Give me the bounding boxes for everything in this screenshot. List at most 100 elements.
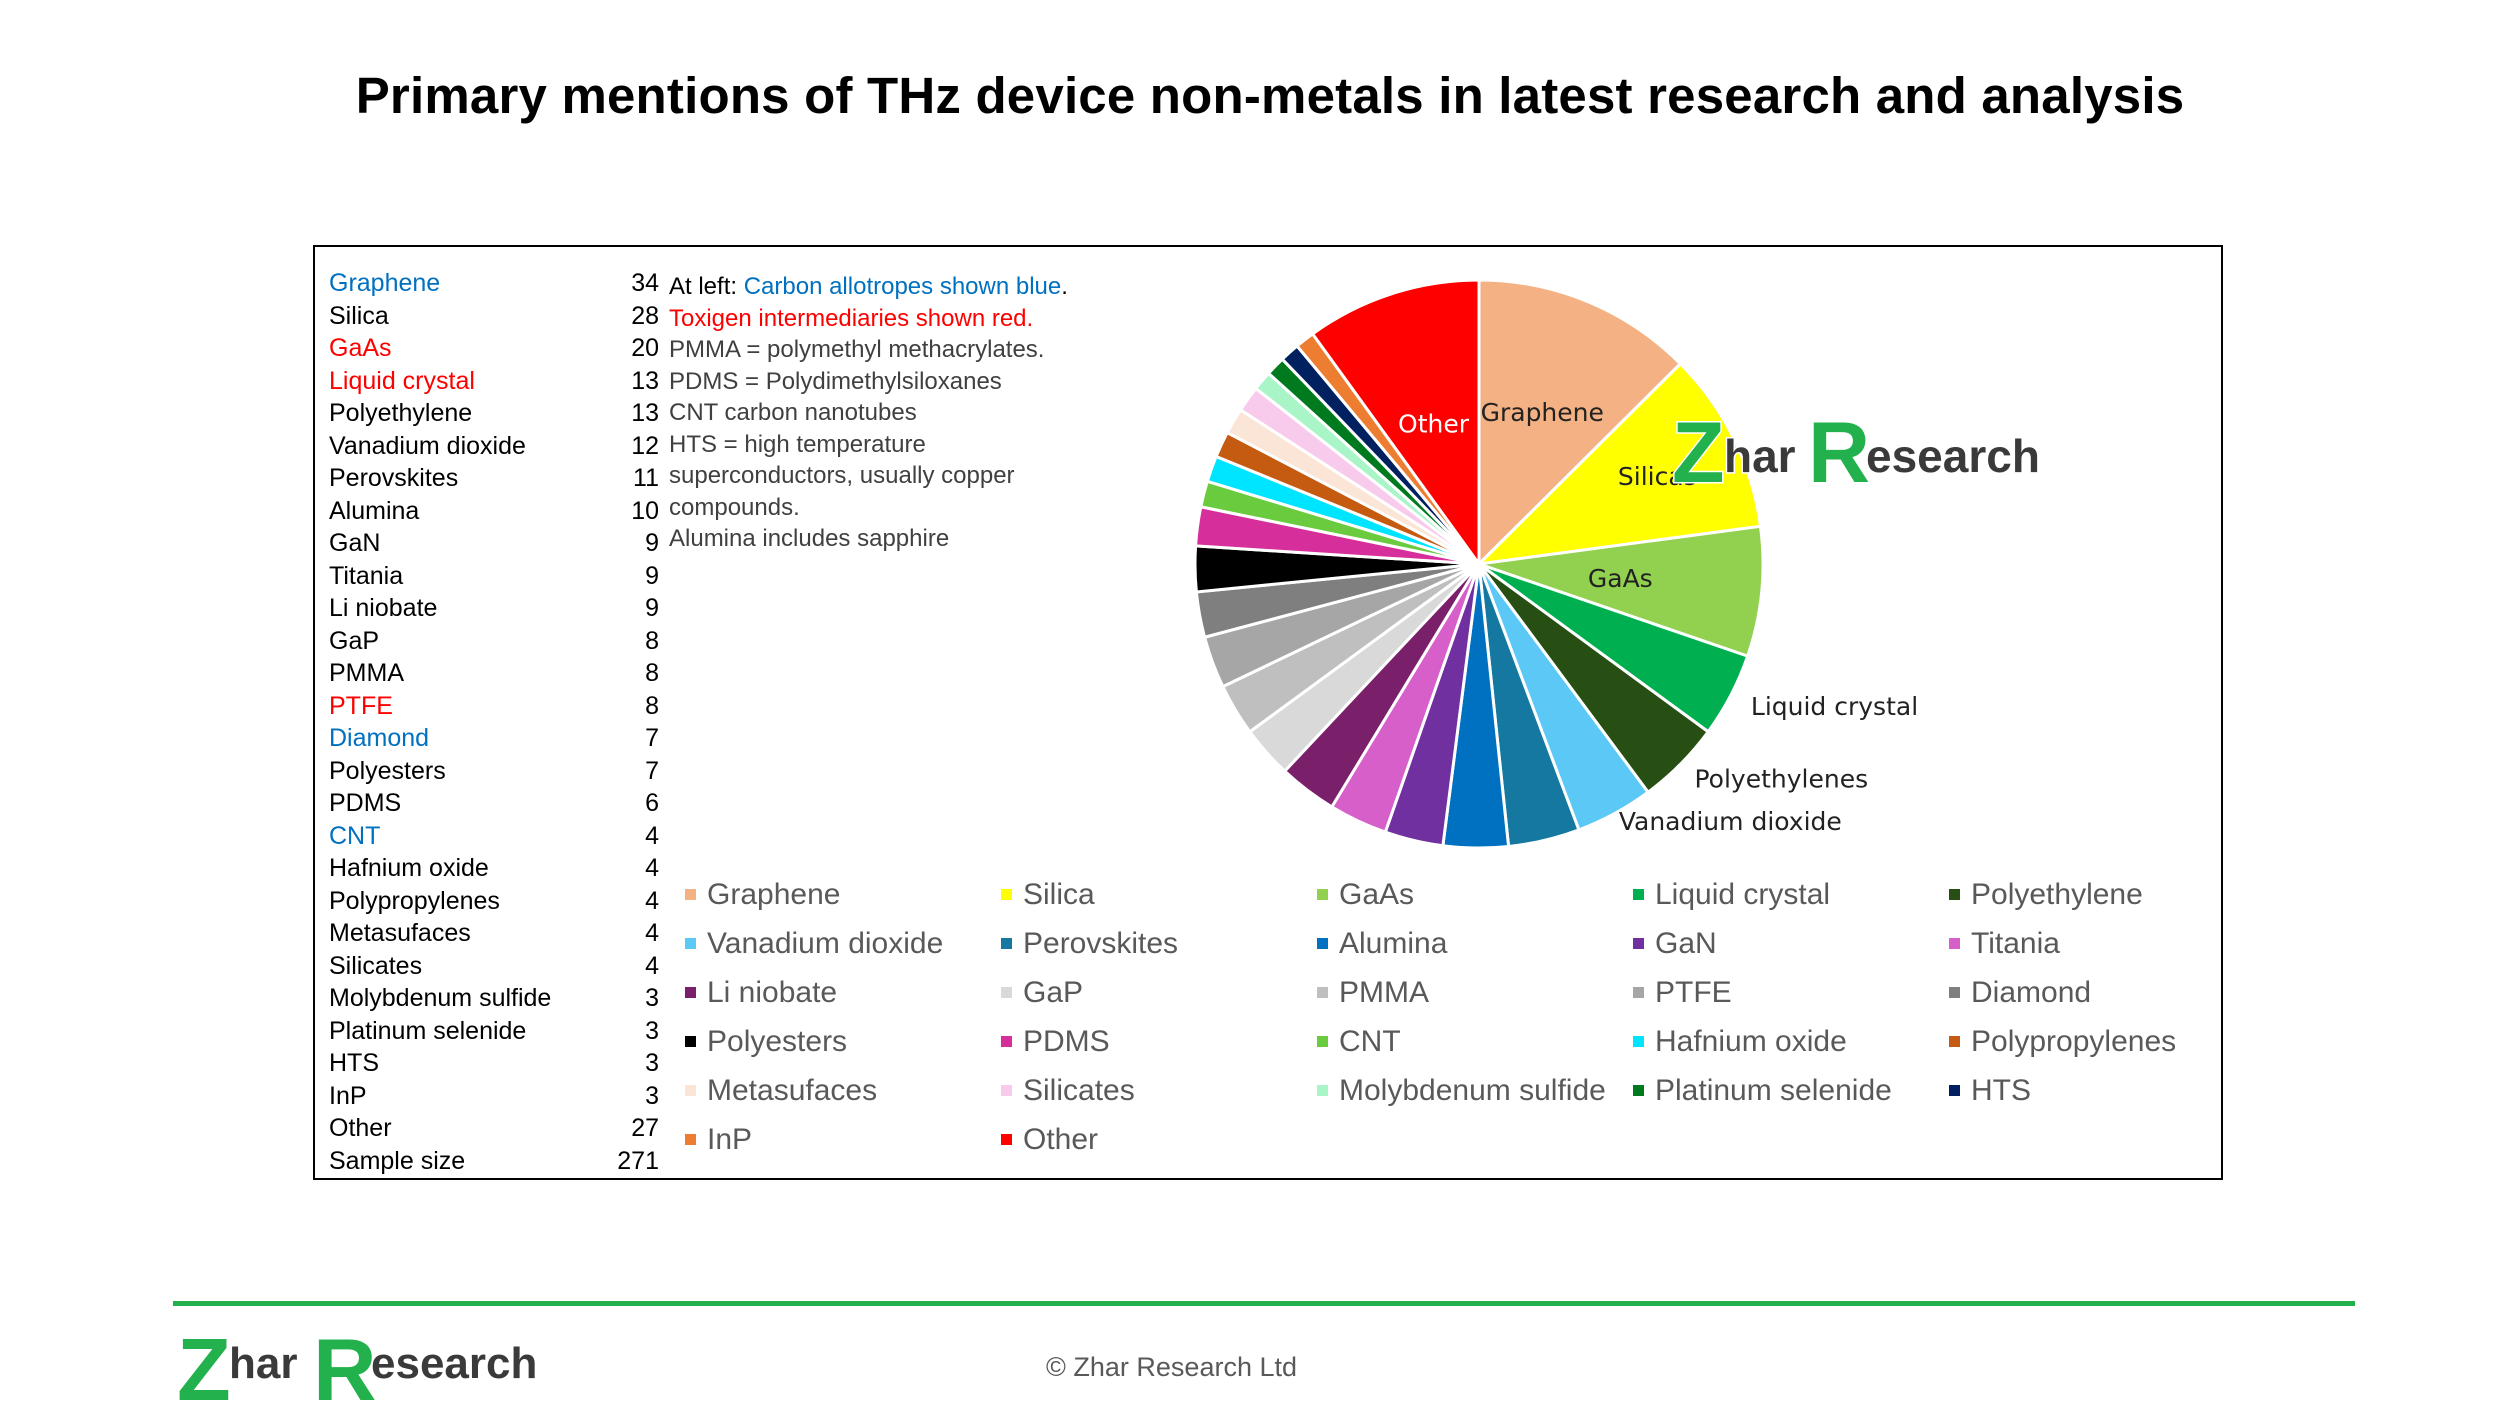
table-row: Graphene 34 bbox=[329, 267, 659, 300]
table-row: Liquid crystal 13 bbox=[329, 365, 659, 398]
table-row-label: Alumina bbox=[329, 496, 420, 525]
note-line-7: superconductors, usually copper bbox=[669, 462, 1015, 489]
pie-label-polyethylene: Polyethylenes bbox=[1694, 764, 1868, 793]
legend-label: Metasufaces bbox=[707, 1074, 878, 1107]
table-row-value: 4 bbox=[645, 821, 659, 850]
table-row-label: PDMS bbox=[329, 789, 402, 817]
table-row-label: Silicates bbox=[329, 951, 423, 980]
table-row: Li niobate 9 bbox=[329, 592, 659, 625]
pie-slice-graphene bbox=[1477, 278, 1683, 568]
legend-swatch bbox=[685, 1133, 696, 1145]
table-row-value: 20 bbox=[631, 334, 659, 362]
table-row-value: 13 bbox=[631, 399, 659, 427]
legend-label: PTFE bbox=[1655, 976, 1732, 1009]
legend-item: Polyethylene bbox=[1949, 875, 2143, 915]
legend-item: Li niobate bbox=[685, 973, 837, 1013]
table-row: Platinum selenide 3 bbox=[329, 1015, 659, 1048]
table-row-value: 12 bbox=[631, 431, 659, 460]
note-blue-text: Carbon allotropes shown blue bbox=[743, 273, 1062, 300]
legend-item: Graphene bbox=[685, 875, 840, 915]
legend-item: PDMS bbox=[1001, 1022, 1110, 1062]
footer-logo-r: R bbox=[313, 1320, 377, 1413]
legend-swatch bbox=[1633, 986, 1644, 998]
legend-label: Li niobate bbox=[707, 976, 838, 1009]
legend-item: Diamond bbox=[1949, 973, 2091, 1013]
table-row-value: 6 bbox=[645, 789, 659, 817]
table-row-label: Silica bbox=[329, 301, 389, 330]
legend-label: Vanadium dioxide bbox=[707, 927, 944, 960]
pie-slice-gaas bbox=[1478, 524, 1765, 659]
note-line-1: At left: Carbon allotropes shown blue. bbox=[669, 271, 1229, 303]
legend-label: Titania bbox=[1971, 927, 2060, 960]
table-row-label: Molybdenum sulfide bbox=[329, 984, 552, 1012]
table-row-label: Graphene bbox=[329, 269, 441, 297]
legend-label: PMMA bbox=[1339, 976, 1429, 1009]
table-row-label: Titania bbox=[329, 561, 404, 590]
legend-label: GaN bbox=[1655, 927, 1717, 960]
legend-swatch bbox=[1001, 986, 1012, 998]
legend-swatch bbox=[1317, 986, 1328, 998]
table-row-value: 3 bbox=[645, 984, 659, 1012]
table-row: Perovskites 11 bbox=[329, 462, 659, 495]
table-row-value: 34 bbox=[631, 269, 659, 297]
legend-label: CNT bbox=[1339, 1025, 1401, 1058]
legend-item: InP bbox=[685, 1120, 752, 1160]
logo-z: Z bbox=[1672, 405, 1725, 501]
logo-r: R bbox=[1808, 405, 1870, 501]
table-row-label: InP bbox=[329, 1081, 367, 1110]
logo-esearch: esearch bbox=[1866, 430, 2040, 482]
legend-label: Perovskites bbox=[1023, 927, 1179, 960]
legend-item: Platinum selenide bbox=[1633, 1071, 1892, 1111]
legend-label: Silica bbox=[1023, 878, 1095, 911]
table-row-value: 28 bbox=[631, 301, 659, 330]
table-row: GaAs 20 bbox=[329, 332, 659, 365]
legend-label: Diamond bbox=[1971, 976, 2092, 1009]
legend-label: PDMS bbox=[1023, 1025, 1110, 1058]
table-row-label: Sample size bbox=[329, 1146, 466, 1175]
table-row-label: Polyethylene bbox=[329, 399, 473, 427]
table-row: Vanadium dioxide 12 bbox=[329, 430, 659, 463]
mentions-table: Graphene 34 Silica 28 GaAs 20 Liquid crystal 13… bbox=[329, 267, 659, 1177]
legend-item: Silica bbox=[1001, 875, 1095, 915]
table-row-value: 4 bbox=[645, 886, 659, 915]
table-row-label: Vanadium dioxide bbox=[329, 431, 526, 460]
table-row: HTS 3 bbox=[329, 1047, 659, 1080]
table-row: Diamond 7 bbox=[329, 722, 659, 755]
table-row: Other 27 bbox=[329, 1112, 659, 1145]
legend-item: Other bbox=[1001, 1120, 1098, 1160]
table-row-value: 13 bbox=[631, 366, 659, 395]
table-row: PMMA 8 bbox=[329, 657, 659, 690]
table-row: Molybdenum sulfide 3 bbox=[329, 982, 659, 1015]
legend-swatch bbox=[1001, 1084, 1012, 1096]
legend-swatch bbox=[685, 986, 696, 998]
pie-label-graphene: Graphene bbox=[1481, 398, 1604, 427]
table-row: Polyesters 7 bbox=[329, 755, 659, 788]
note-line-4: PDMS = Polydimethylsiloxanes bbox=[669, 367, 1002, 395]
watermark-logo: Z har R esearch bbox=[1670, 402, 2060, 507]
legend-item: Perovskites bbox=[1001, 924, 1178, 964]
table-row-label: Metasufaces bbox=[329, 919, 471, 947]
table-row: PTFE 8 bbox=[329, 690, 659, 723]
legend-swatch bbox=[1949, 1035, 1960, 1047]
table-row: Hafnium oxide 4 bbox=[329, 852, 659, 885]
legend-swatch bbox=[1949, 937, 1960, 949]
legend-label: Hafnium oxide bbox=[1655, 1025, 1847, 1058]
legend-item: HTS bbox=[1949, 1071, 2031, 1111]
zhar-research-logo: Z har R esearch bbox=[177, 1320, 537, 1418]
legend-item: PMMA bbox=[1317, 973, 1429, 1013]
table-row: PDMS 6 bbox=[329, 787, 659, 820]
note-line-3: PMMA = polymethyl methacrylates. bbox=[669, 336, 1045, 363]
note-suffix: . bbox=[1061, 273, 1068, 300]
table-row-label: PTFE bbox=[329, 691, 393, 720]
table-row-value: 11 bbox=[633, 464, 659, 492]
legend-swatch bbox=[1949, 1084, 1960, 1096]
table-row: CNT 4 bbox=[329, 820, 659, 853]
legend-swatch bbox=[1317, 1084, 1328, 1096]
table-row-label: GaN bbox=[329, 529, 381, 557]
legend-swatch bbox=[1001, 888, 1012, 900]
legend-label: Graphene bbox=[707, 878, 841, 911]
table-row-label: GaP bbox=[329, 626, 380, 655]
legend-swatch bbox=[685, 937, 696, 949]
note-prefix: At left: bbox=[669, 273, 744, 300]
chart-frame: Graphene 34 Silica 28 GaAs 20 Liquid crystal 13… bbox=[313, 245, 2223, 1180]
